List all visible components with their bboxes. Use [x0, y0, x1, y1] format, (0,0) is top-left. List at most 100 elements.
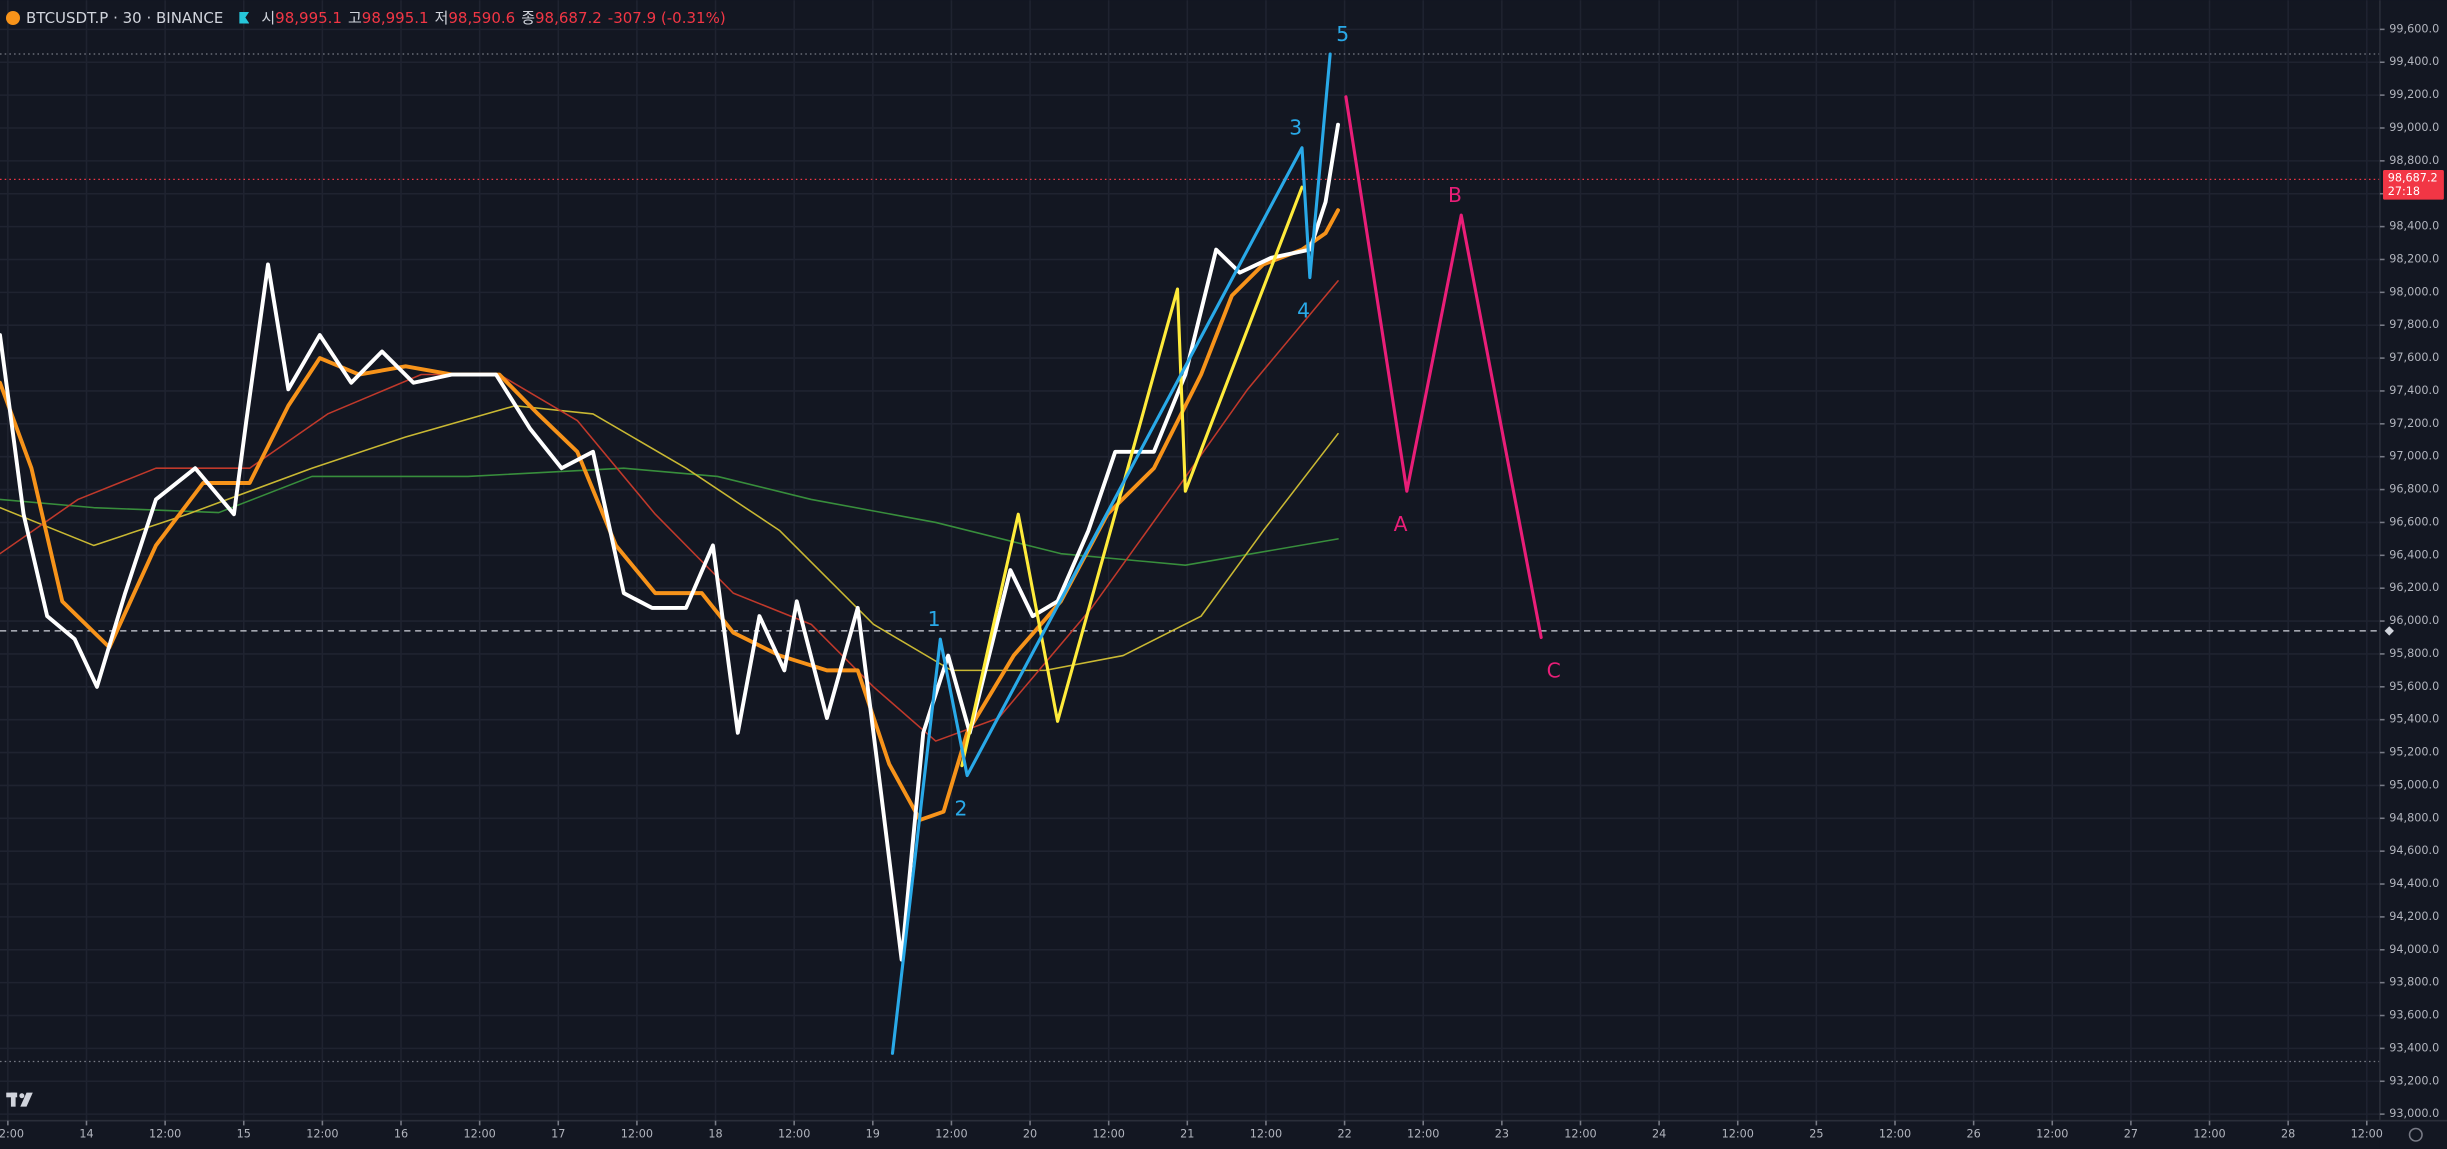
last-price-label: 98,687.2: [2388, 172, 2438, 185]
x-tick-label: 21: [1180, 1128, 1194, 1141]
x-tick-label: 14: [79, 1128, 93, 1141]
x-tick-label: 27: [2124, 1128, 2138, 1141]
y-tick-label: 97,600.0: [2389, 351, 2439, 364]
y-tick-label: 94,600.0: [2389, 844, 2439, 857]
y-tick-label: 95,400.0: [2389, 713, 2439, 726]
y-tick-label: 96,600.0: [2389, 515, 2439, 528]
y-tick-label: 96,400.0: [2389, 548, 2439, 561]
y-tick-label: 97,400.0: [2389, 384, 2439, 397]
series-line: [0, 122, 1340, 962]
y-tick-label: 97,200.0: [2389, 417, 2439, 430]
x-tick-label: 12:00: [2351, 1128, 2383, 1141]
wave-label: 2: [954, 796, 967, 820]
y-tick-label: 98,200.0: [2389, 252, 2439, 265]
y-tick-label: 96,000.0: [2389, 614, 2439, 627]
series-line: [0, 467, 1339, 566]
y-tick-label: 99,200.0: [2389, 88, 2439, 101]
x-tick-label: 12:00: [1564, 1128, 1596, 1141]
y-tick-label: 98,400.0: [2389, 220, 2439, 233]
wave-label: B: [1448, 183, 1462, 207]
symbol: BTCUSDT.P · 30 · BINANCE: [26, 8, 224, 27]
x-tick-label: 12:00: [1722, 1128, 1754, 1141]
x-tick-label: 23: [1495, 1128, 1509, 1141]
countdown: 27:18: [2388, 185, 2420, 198]
wave-label: A: [1394, 512, 1408, 536]
wave-label: 1: [928, 607, 941, 631]
wave-line: [960, 185, 1304, 768]
y-tick-label: 93,000.0: [2389, 1107, 2439, 1120]
axes: 93,000.0 93,200.0 93,400.0 93,600.0 93,800.0…: [0, 22, 2444, 1141]
ohlc-key: 시: [261, 9, 276, 27]
y-tick-label: 98,800.0: [2389, 154, 2439, 167]
wave-line: [890, 52, 1332, 1055]
x-tick-label: 28: [2281, 1128, 2295, 1141]
tv-logo: [6, 1092, 33, 1107]
x-tick-label: 12:00: [0, 1128, 24, 1141]
grid: [0, 0, 2380, 1121]
wave-label: 4: [1297, 298, 1310, 322]
time-axis: [0, 1120, 2380, 1149]
series-line: [0, 280, 1339, 742]
wave-label: C: [1547, 658, 1561, 682]
y-tick-label: 95,800.0: [2389, 647, 2439, 660]
y-tick-label: 99,400.0: [2389, 55, 2439, 68]
ohlc: 시98,995.1 고98,995.1 저98,590.6 종98,687.2: [255, 7, 601, 28]
x-tick-label: 15: [237, 1128, 251, 1141]
wave-label: 3: [1289, 115, 1302, 139]
y-tick-label: 96,800.0: [2389, 483, 2439, 496]
y-tick-label: 93,800.0: [2389, 976, 2439, 989]
y-tick-label: 94,000.0: [2389, 943, 2439, 956]
x-tick-label: 17: [551, 1128, 565, 1141]
x-tick-label: 22: [1337, 1128, 1351, 1141]
x-tick-label: 12:00: [2036, 1128, 2068, 1141]
series-line: [0, 208, 1340, 822]
ohlc-value: 98,590.6: [448, 9, 516, 27]
change: -307.9 (-0.31%): [607, 8, 726, 27]
ohlc-key: 저: [434, 9, 449, 27]
ohlc-value: 98,995.1: [275, 9, 342, 27]
x-tick-label: 12:00: [1407, 1128, 1439, 1141]
x-tick-label: 12:00: [621, 1128, 653, 1141]
x-tick-label: 12:00: [1879, 1128, 1911, 1141]
y-tick-label: 99,600.0: [2389, 22, 2439, 35]
wave-line: [1344, 95, 1543, 640]
x-tick-label: 12:00: [1250, 1128, 1282, 1141]
y-tick-label: 96,200.0: [2389, 581, 2439, 594]
x-tick-label: 12:00: [2193, 1128, 2225, 1141]
ohlc-value: 98,687.2: [535, 9, 602, 27]
y-tick-label: 94,400.0: [2389, 877, 2439, 890]
last-price-box: [2383, 170, 2444, 200]
series-line: [0, 404, 1339, 672]
y-tick-label: 95,200.0: [2389, 746, 2439, 759]
y-tick-label: 93,400.0: [2389, 1041, 2439, 1054]
y-tick-label: 97,800.0: [2389, 318, 2439, 331]
price-marker: [2384, 626, 2394, 636]
x-tick-label: 12:00: [1093, 1128, 1125, 1141]
wave-label: 5: [1336, 22, 1349, 46]
y-tick-label: 93,600.0: [2389, 1009, 2439, 1022]
x-tick-label: 25: [1809, 1128, 1823, 1141]
plot: 1 2 3 4 5 A B C: [0, 22, 2380, 1063]
y-tick-label: 95,600.0: [2389, 680, 2439, 693]
x-tick-label: 24: [1652, 1128, 1666, 1141]
x-tick-label: 19: [866, 1128, 880, 1141]
y-tick-label: 95,000.0: [2389, 778, 2439, 791]
x-tick-label: 12:00: [935, 1128, 967, 1141]
settings-icon[interactable]: [2408, 1127, 2423, 1142]
y-tick-label: 98,000.0: [2389, 285, 2439, 298]
y-tick-label: 93,200.0: [2389, 1074, 2439, 1087]
y-tick-label: 97,000.0: [2389, 450, 2439, 463]
x-tick-label: 26: [1966, 1128, 1980, 1141]
ohlc-key: 고: [347, 9, 362, 27]
symbol-icon: [6, 10, 20, 25]
x-tick-label: 16: [394, 1128, 408, 1141]
y-tick-label: 94,800.0: [2389, 811, 2439, 824]
x-tick-label: 20: [1023, 1128, 1037, 1141]
x-tick-label: 12:00: [149, 1128, 181, 1141]
x-tick-label: 12:00: [463, 1128, 495, 1141]
ohlc-key: 종: [521, 9, 535, 27]
flag: [239, 11, 250, 24]
